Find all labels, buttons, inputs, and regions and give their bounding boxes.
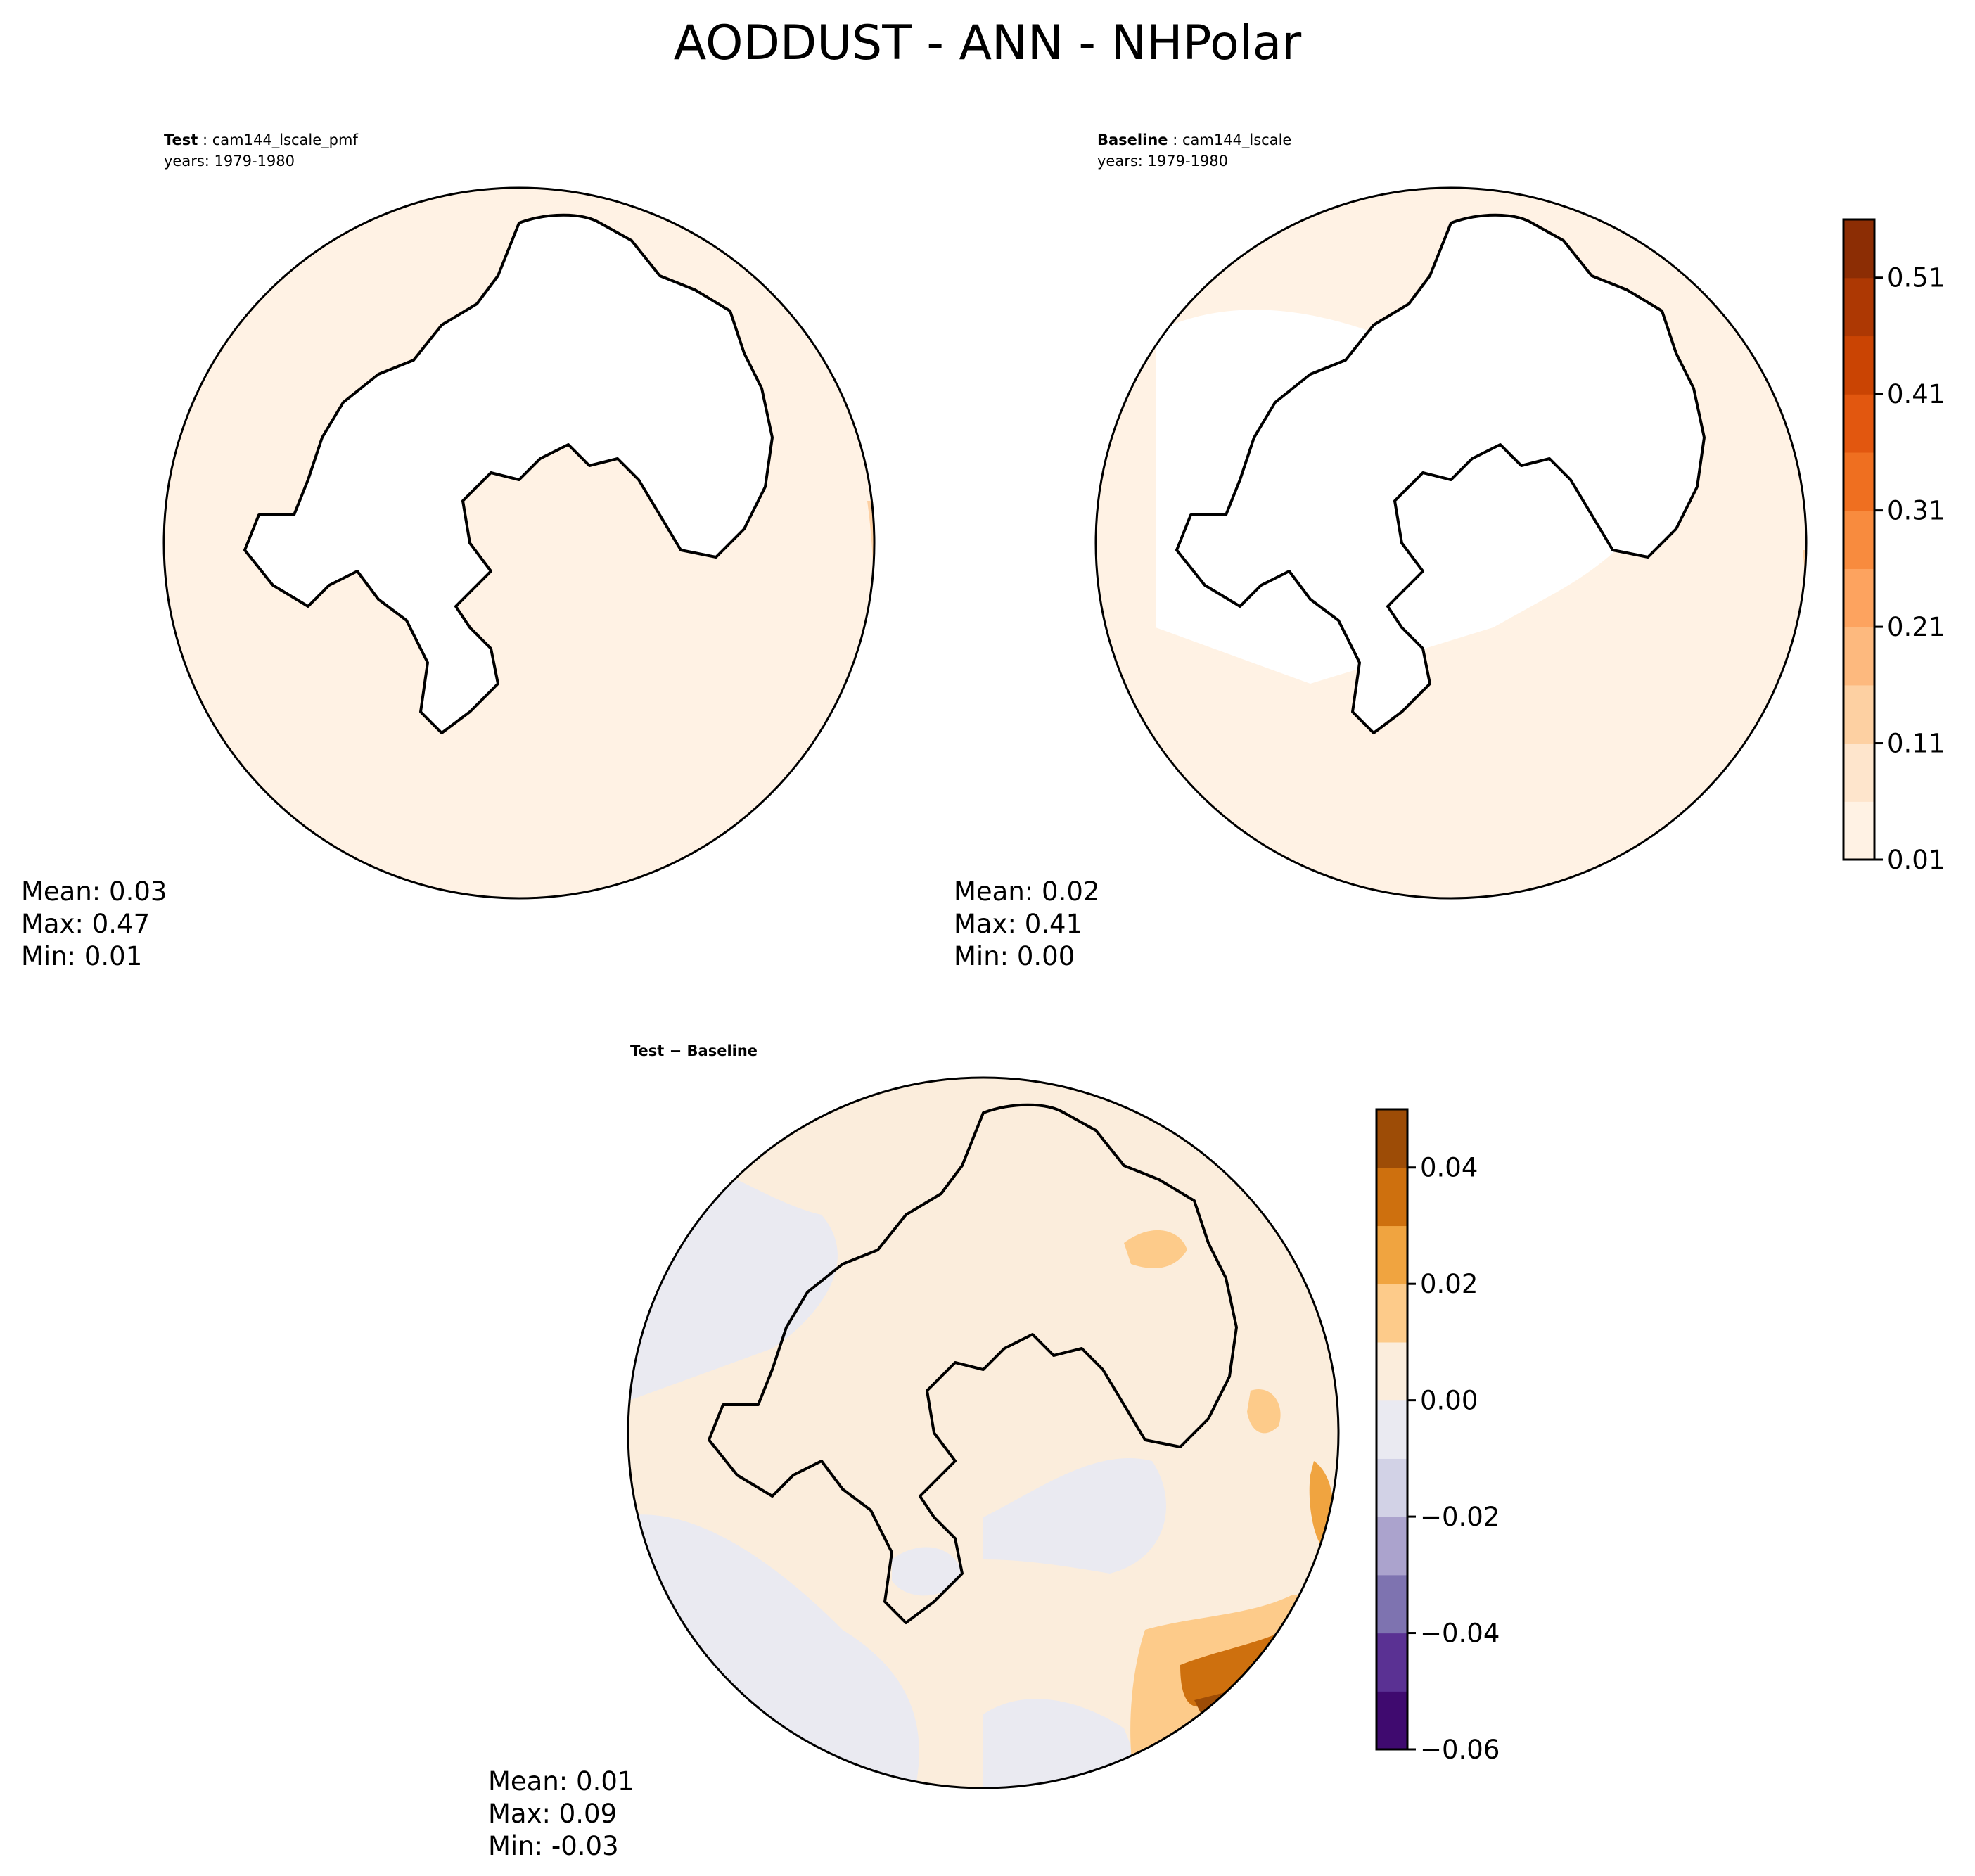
colorbar-diff-segment [1376,1574,1407,1634]
colorbar-main: 0.01 0.11 0.21 0.31 0.41 0.51 [1842,218,1945,875]
baseline-header: Baseline : cam144_lscale [1097,132,1291,149]
colorbar-diff-segment [1376,1517,1407,1576]
colorbar-main-segment [1843,510,1874,569]
test-mean: Mean: 0.03 [21,876,167,907]
baseline-max: Max: 0.41 [954,909,1082,939]
test-max: Max: 0.47 [21,909,150,939]
colorbar-diff-tick-label: 0.00 [1420,1386,1478,1416]
colorbar-diff-segment [1376,1458,1407,1517]
diff-map-negative-area-central [892,1547,962,1596]
colorbar-diff-segment [1376,1284,1407,1343]
colorbar-main-tick-label: 0.51 [1887,263,1945,293]
colorbar-main-tick-label: 0.31 [1887,496,1945,526]
colorbar-main-tick-label: 0.11 [1887,729,1945,759]
colorbar-main-segment [1843,394,1874,453]
colorbar-main-segment [1843,801,1874,860]
colorbar-main-tick-label: 0.21 [1887,612,1945,642]
colorbar-main-segment [1843,743,1874,802]
diff-map-positive-area-east-1 [1247,1389,1281,1434]
baseline-years: years: 1979-1980 [1097,153,1228,170]
diff-map [627,1076,1340,1789]
colorbar-main-tick-label: 0.41 [1887,379,1945,409]
diff-min: Min: -0.03 [488,1831,619,1861]
colorbar-main-segment [1843,219,1874,279]
figure-title: AODDUST - ANN - NHPolar [674,15,1302,71]
baseline-mean: Mean: 0.02 [954,876,1099,907]
colorbar-diff-segment [1376,1167,1407,1227]
test-map-gradient-band-4 [865,620,874,698]
test-min: Min: 0.01 [21,941,142,971]
diff-mean: Mean: 0.01 [488,1766,634,1797]
colorbar-diff-segment [1376,1400,1407,1459]
colorbar-main-segment [1843,627,1874,686]
colorbar-diff-segment [1376,1109,1407,1168]
baseline-min: Min: 0.00 [954,941,1075,971]
colorbar-diff-segment [1376,1225,1407,1284]
colorbar-main-segment [1843,684,1874,744]
colorbar-main-segment [1843,452,1874,511]
diff-max: Max: 0.09 [488,1799,617,1829]
baseline-map-boundary [1094,186,1808,900]
colorbar-diff-segment [1376,1691,1407,1750]
colorbar-diff: −0.06 −0.04 −0.02 0.00 0.02 0.04 [1375,1108,1500,1765]
colorbar-main-tick-label: 0.01 [1887,845,1945,875]
colorbar-diff-tick-label: 0.02 [1420,1269,1478,1299]
diff-map-boundary [627,1076,1340,1789]
diff-header: Test − Baseline [630,1042,758,1059]
test-header: Test : cam144_lscale_pmf [164,132,358,149]
diff-map-positive-area-northeast [1124,1230,1187,1268]
colorbar-diff-frame [1375,1108,1409,1751]
baseline-map [1094,186,1808,900]
colorbar-main-segment [1843,336,1874,395]
colorbar-diff-tick-label: −0.04 [1420,1619,1500,1649]
colorbar-diff-tick-label: 0.04 [1420,1153,1478,1183]
test-years: years: 1979-1980 [164,153,295,170]
colorbar-main-segment [1843,277,1874,337]
colorbar-main-segment [1843,568,1874,627]
colorbar-diff-segment [1376,1341,1407,1401]
diff-map-negative-area-east [983,1458,1166,1574]
colorbar-diff-segment [1376,1633,1407,1692]
test-map-boundary [162,186,876,900]
colorbar-diff-tick-label: −0.06 [1420,1735,1500,1765]
colorbar-diff-tick-label: −0.02 [1420,1502,1500,1532]
colorbar-main-frame [1842,218,1876,861]
test-map [162,186,876,900]
